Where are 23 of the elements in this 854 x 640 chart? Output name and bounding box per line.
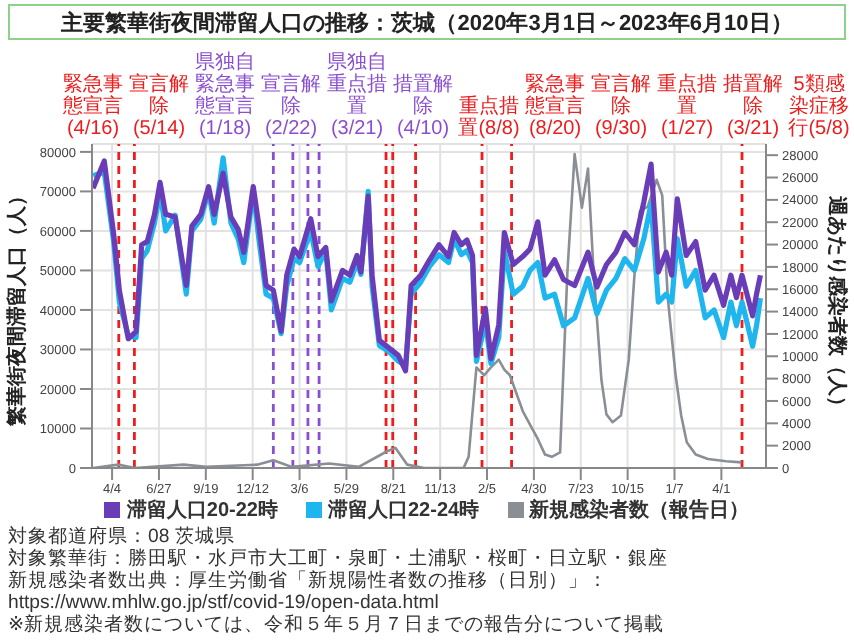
- ref-line-label: 重点措置(1/27): [656, 74, 718, 140]
- chart-title: 主要繁華街夜間滞留人口の推移：茨城（2020年3月1日～2023年6月10日）: [8, 4, 846, 40]
- ref-line-label: 措置解除(3/21): [722, 74, 784, 140]
- ref-line-label: 措置解除(4/10): [392, 74, 454, 140]
- legend-label: 滞留人口22-24時: [326, 497, 480, 524]
- ref-line-label: 5類感染症移行(5/8): [788, 74, 850, 140]
- text: 対象繁華街：勝田駅・水戸市大工町・泉町・土浦駅・桜町・日立駅・銀座: [8, 548, 670, 570]
- text: 対象都道府県：08 茨城県: [8, 526, 237, 548]
- y-axis-title: 繁華街夜間滞留人口（人）: [5, 186, 30, 428]
- legend-label: 滞留人口20-22時: [124, 497, 278, 524]
- y2-axis-title: 週あたり感染者数（人）: [824, 194, 849, 416]
- ref-line-label: 宣言解除(9/30): [590, 74, 652, 140]
- ref-line-label: 宣言解除(2/22): [260, 74, 322, 140]
- text: ※新規感染者数については、令和５年５月７日までの報告分について掲載: [8, 614, 667, 636]
- ref-line-label: 宣言解除(5/14): [128, 74, 190, 140]
- legend-label: 新規感染者数（報告日）: [527, 496, 750, 524]
- ref-line-label: 県独自緊急事態宣言(1/18): [194, 52, 256, 140]
- ref-line-label: 緊急事態宣言(8/20): [524, 74, 586, 140]
- ref-line-label: 県独自重点措置(3/21): [326, 52, 388, 140]
- text: 新規感染者数出典：厚生労働省「新規陽性者数の推移（日別）」：https://www.mhlw.go.jp/stf/covid-19/open-data.html: [8, 570, 610, 614]
- line-series: [92, 152, 743, 468]
- ref-line-label: 重点措置(8/8): [458, 96, 520, 140]
- ref-line-label: 緊急事態宣言(4/16): [62, 74, 124, 140]
